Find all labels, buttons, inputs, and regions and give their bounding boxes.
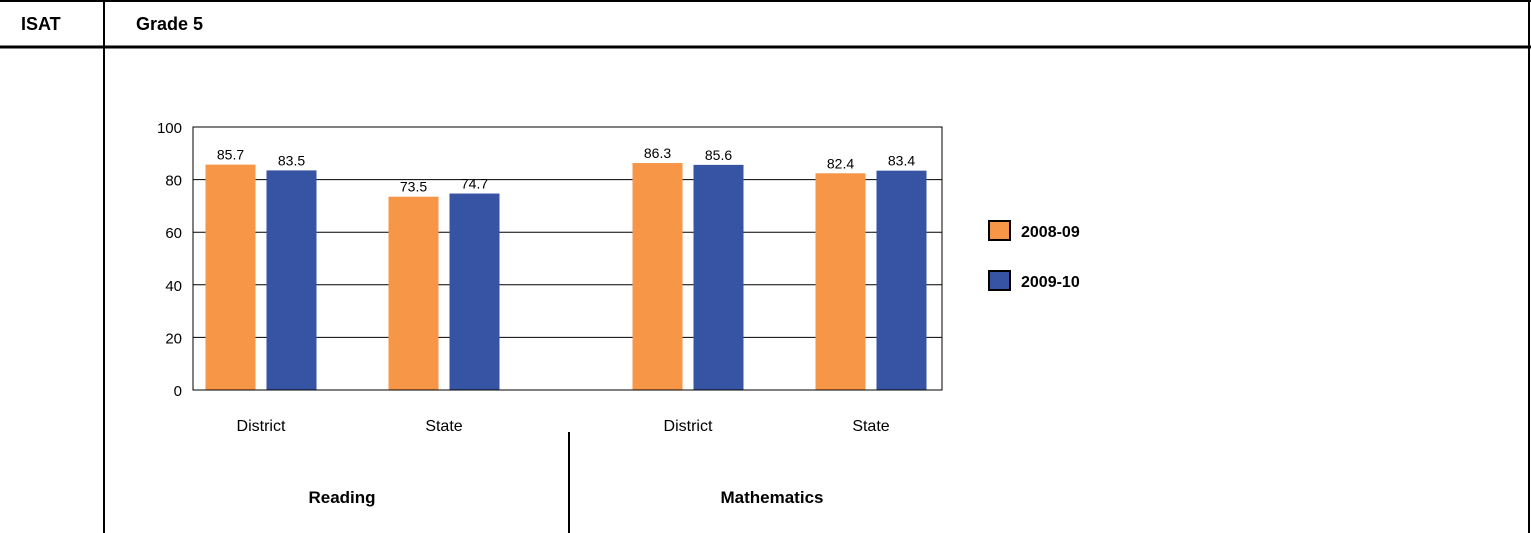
category-label: State (425, 418, 462, 435)
category-label: District (664, 418, 713, 435)
y-tick-label: 100 (157, 120, 182, 137)
bar-value-label: 83.5 (278, 152, 305, 168)
bar (693, 164, 744, 390)
bar-value-label: 82.4 (827, 155, 854, 171)
bar-value-label: 73.5 (400, 179, 427, 195)
legend-label: 2008-09 (1021, 224, 1080, 241)
bar-value-label: 83.4 (888, 153, 915, 169)
bar-value-label: 86.3 (644, 145, 671, 161)
plot-frame (192, 126, 943, 391)
legend-swatch (988, 270, 1011, 291)
bar-value-label: 74.7 (461, 176, 488, 192)
bar (632, 163, 683, 390)
category-label: State (852, 418, 889, 435)
y-tick-label: 60 (165, 225, 182, 242)
bar-value-label: 85.7 (217, 147, 244, 163)
bar-value-label: 85.6 (705, 147, 732, 163)
grade-label: Grade 5 (136, 14, 204, 34)
y-tick-label: 80 (165, 173, 182, 190)
y-tick-label: 20 (165, 330, 182, 347)
y-tick-label: 0 (174, 383, 182, 400)
bar (449, 193, 500, 390)
bar (876, 170, 927, 390)
legend-swatch (988, 220, 1011, 241)
bar (388, 196, 439, 390)
legend-label: 2009-10 (1021, 274, 1080, 291)
test-name-label: ISAT (21, 14, 61, 34)
subject-label: Mathematics (721, 488, 824, 507)
y-tick-label: 40 (165, 278, 182, 295)
subject-label: Reading (308, 488, 375, 507)
bar (815, 173, 866, 390)
bar (205, 164, 256, 390)
header-row: ISAT Grade 5 (0, 0, 1531, 48)
category-label: District (237, 418, 286, 435)
bar (266, 170, 317, 390)
